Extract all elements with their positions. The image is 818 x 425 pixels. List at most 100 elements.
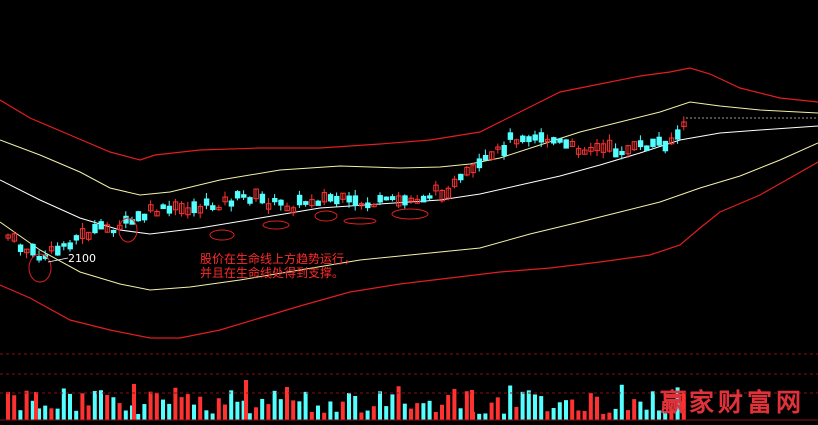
volume-bar <box>179 397 184 420</box>
candle-body <box>5 234 11 239</box>
volume-bar <box>117 403 122 420</box>
volume-bar <box>198 396 203 420</box>
candle-body <box>433 184 439 192</box>
volume-bar <box>99 390 103 420</box>
candle-body <box>681 121 687 127</box>
candle-body <box>222 196 228 203</box>
candle-body <box>675 129 681 140</box>
volume-bar <box>595 396 599 420</box>
volume-bar <box>154 392 159 420</box>
candle-body <box>352 195 359 206</box>
volume-bar <box>241 400 246 420</box>
volume-bar <box>613 408 618 420</box>
candle-body <box>408 197 414 202</box>
volume-bar <box>204 410 209 420</box>
candle-body <box>427 195 433 199</box>
candle-body <box>123 215 129 224</box>
volume-bar <box>452 388 457 420</box>
volume-bar <box>502 413 506 420</box>
candle-body <box>253 188 259 200</box>
volume-bar <box>12 395 17 420</box>
volume-bar <box>6 391 10 420</box>
candle-body <box>458 173 464 181</box>
candle-body <box>265 203 272 210</box>
volume-bar <box>582 411 587 420</box>
candle-body <box>79 228 86 239</box>
volume-bar <box>24 390 29 420</box>
volume-bar <box>365 410 370 420</box>
upper-outer-band-line <box>0 67 818 161</box>
volume-bar <box>328 401 333 420</box>
candle-body <box>501 145 507 156</box>
volume-bar <box>260 398 265 420</box>
watermark-logo: 赢家财富网 <box>660 388 806 417</box>
candle-body <box>495 146 501 150</box>
volume-bar <box>390 394 395 420</box>
volume-bar <box>55 408 60 420</box>
volume-bar <box>650 391 655 420</box>
candle-body <box>309 199 315 207</box>
volume-bar <box>254 407 258 420</box>
volume-bar <box>347 393 351 420</box>
volume-bar <box>626 410 630 420</box>
candle-body <box>631 141 638 151</box>
volume-bar <box>353 395 358 420</box>
volume-bar <box>669 409 674 420</box>
candle-body <box>557 138 563 143</box>
annotation-line-1: 股价在生命线上方趋势运行， <box>200 252 357 266</box>
volume-bar <box>266 404 271 420</box>
candle-body <box>569 140 576 147</box>
volume-bar <box>681 390 686 420</box>
volume-bar <box>278 399 283 420</box>
candle-body <box>532 134 538 141</box>
candle-body <box>104 224 111 233</box>
candle-body <box>365 202 371 209</box>
candle-body <box>563 139 569 149</box>
support-ellipse <box>343 217 377 225</box>
candle-body <box>451 178 458 187</box>
candle-body <box>160 204 166 210</box>
candle-body <box>303 201 309 205</box>
candle-body <box>135 211 142 222</box>
volume-bar <box>210 413 215 420</box>
candle-body <box>613 148 619 158</box>
candle-body <box>61 243 67 247</box>
candle-body <box>98 221 104 230</box>
candle-body <box>402 195 408 206</box>
volume-bar <box>514 406 519 420</box>
support-ellipse <box>118 217 138 243</box>
candle-body <box>30 243 36 256</box>
volume-bar <box>291 400 296 420</box>
annotation-text: 股价在生命线上方趋势运行， 并且在生命线处得到支撑。 <box>200 252 356 280</box>
candle-body <box>470 164 476 174</box>
volume-bar <box>557 402 562 420</box>
volume-bar <box>340 401 345 420</box>
candle-body <box>644 145 650 152</box>
candle-body <box>476 158 483 169</box>
volume-bar <box>161 399 165 420</box>
candle-body <box>594 142 600 152</box>
volume-bar <box>433 411 438 420</box>
candle-body <box>73 235 80 241</box>
candle-body <box>315 200 321 206</box>
candle-body <box>582 149 588 155</box>
support-ellipse <box>314 210 338 222</box>
candle-body <box>377 195 383 203</box>
candle-body <box>55 245 61 256</box>
volume-bar <box>644 409 649 420</box>
volume-bar <box>37 408 41 420</box>
candle-body <box>346 195 352 203</box>
candle-body <box>259 193 266 204</box>
candle-body <box>247 197 253 204</box>
candle-body <box>637 140 644 148</box>
volume-bar <box>309 411 314 420</box>
candle-body <box>24 248 30 254</box>
candle-body <box>439 189 445 202</box>
volume-bar <box>520 391 525 420</box>
candle-body <box>526 136 532 143</box>
candle-body <box>296 194 303 206</box>
candle-body <box>588 146 594 152</box>
volume-bar <box>446 395 451 420</box>
